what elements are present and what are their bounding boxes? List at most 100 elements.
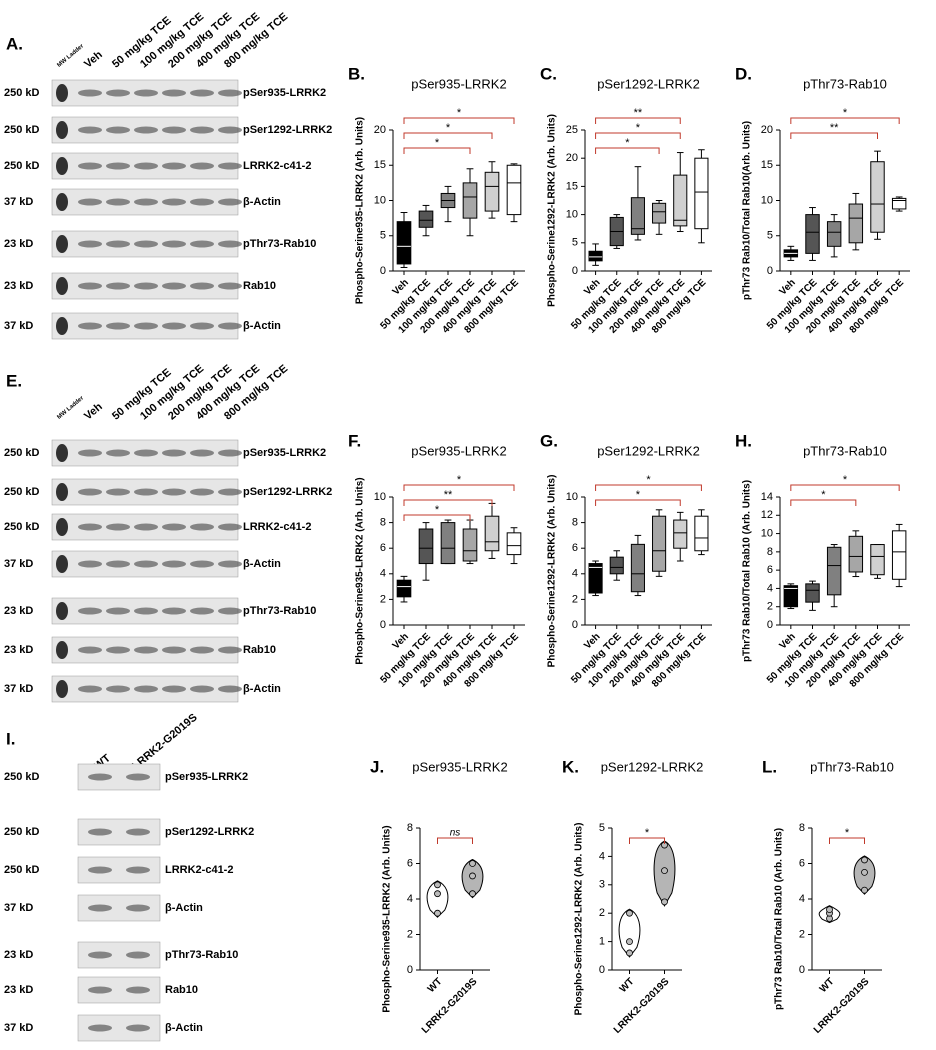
box: [462, 182, 478, 219]
significance-label: **: [830, 122, 839, 134]
y-tick-label: 20: [761, 124, 773, 136]
chart-title: pThr73-Rab10: [803, 443, 887, 458]
significance-bracket: [595, 132, 681, 139]
blot-band: [78, 282, 102, 290]
size-label: 37 kD: [4, 683, 33, 695]
size-label: 250 kD: [4, 864, 40, 876]
blot-band: [56, 602, 68, 620]
blot-band: [78, 89, 102, 97]
panel-label: C.: [540, 64, 557, 83]
blot-band: [162, 198, 186, 206]
y-tick-label: 6: [380, 542, 386, 554]
y-tick-label: 5: [572, 237, 578, 249]
significance-bracket: [437, 837, 473, 844]
row-label: pSer1292-LRRK2: [165, 826, 254, 838]
blot-band: [134, 646, 158, 654]
row-label: pSer1292-LRRK2: [243, 124, 332, 136]
y-axis-label: Phospho-Serine1292-LRRK2 (Arb. Units): [547, 114, 558, 307]
data-point: [434, 909, 441, 917]
data-point: [626, 938, 633, 945]
size-label: 23 kD: [4, 280, 33, 292]
y-tick-label: 6: [799, 857, 805, 869]
box: [783, 585, 799, 608]
significance-bracket: [403, 514, 471, 521]
y-axis-label: Phospho-Serine1292-LRRK2 (Arb. Units): [547, 475, 558, 668]
chart-title: pSer1292-LRRK2: [597, 443, 700, 458]
significance-bracket: [403, 499, 493, 506]
size-label: 250 kD: [4, 486, 40, 498]
size-label: 37 kD: [4, 902, 33, 914]
blot-band: [190, 89, 214, 97]
blot-band: [218, 198, 242, 206]
significance-label: *: [845, 827, 850, 839]
blot-band: [56, 555, 68, 573]
size-label: 23 kD: [4, 984, 33, 996]
row-label: LRRK2-c41-2: [243, 160, 311, 172]
blot-band: [126, 828, 150, 836]
y-tick-label: 12: [761, 509, 773, 521]
row-label: Rab10: [165, 984, 198, 996]
significance-bracket: [403, 147, 471, 154]
row-label: pThr73-Rab10: [165, 949, 238, 961]
blot-band: [134, 126, 158, 134]
y-tick-label: 10: [566, 209, 578, 221]
row-label: pSer935-LRRK2: [243, 87, 326, 99]
row-label: LRRK2-c41-2: [243, 521, 311, 533]
blot-band: [134, 198, 158, 206]
box: [891, 197, 907, 210]
y-tick-label: 25: [566, 124, 578, 136]
size-label: 37 kD: [4, 558, 33, 570]
blot-band: [56, 193, 68, 211]
blot-band: [162, 126, 186, 134]
panel-label: J.: [370, 757, 384, 776]
blot-band: [106, 322, 130, 330]
size-label: 23 kD: [4, 605, 33, 617]
panel-label: B.: [348, 64, 365, 83]
row-label: β-Actin: [243, 320, 281, 332]
size-label: 250 kD: [4, 521, 40, 533]
panel-label: E.: [6, 371, 22, 390]
significance-bracket: [595, 484, 702, 491]
y-tick-label: 15: [374, 159, 386, 171]
box: [506, 532, 522, 556]
blot-band: [78, 126, 102, 134]
blot-band: [134, 523, 158, 531]
blot-band: [126, 951, 150, 959]
y-tick-label: 5: [380, 230, 386, 242]
blot-band: [162, 523, 186, 531]
box: [652, 515, 667, 572]
lane-label: Veh: [82, 49, 105, 71]
y-tick-label: 0: [572, 619, 578, 631]
lane-label: MW Ladder: [56, 395, 85, 421]
y-tick-label: 0: [572, 265, 578, 277]
size-label: 250 kD: [4, 826, 40, 838]
blot-band: [162, 89, 186, 97]
size-label: 23 kD: [4, 949, 33, 961]
blot-band: [218, 322, 242, 330]
blot-band: [162, 646, 186, 654]
blot-band: [56, 157, 68, 175]
significance-label: *: [435, 504, 440, 516]
data-point: [626, 909, 633, 917]
chart-title: pSer935-LRRK2: [411, 443, 506, 458]
y-tick-label: 6: [572, 542, 578, 554]
blot-band: [190, 240, 214, 248]
size-label: 23 kD: [4, 238, 33, 250]
box: [805, 214, 820, 254]
chart-title: pSer935-LRRK2: [411, 76, 506, 91]
blot-band: [88, 773, 112, 781]
row-label: LRRK2-c41-2: [165, 864, 233, 876]
y-axis-label: pThr73 Rab10/Total Rab10 (Arb. Units): [742, 480, 753, 662]
box: [652, 202, 667, 224]
y-tick-label: 2: [572, 593, 578, 605]
x-tick-label: WT: [818, 976, 837, 995]
blot-band: [78, 198, 102, 206]
blot-band: [218, 646, 242, 654]
blot-band: [56, 641, 68, 659]
blot-band: [88, 986, 112, 994]
data-point: [434, 881, 441, 889]
box: [588, 563, 603, 594]
y-axis-label: Phospho-Serine935-LRRK2 (Arb. Units): [355, 117, 366, 304]
y-tick-label: 2: [767, 601, 773, 613]
